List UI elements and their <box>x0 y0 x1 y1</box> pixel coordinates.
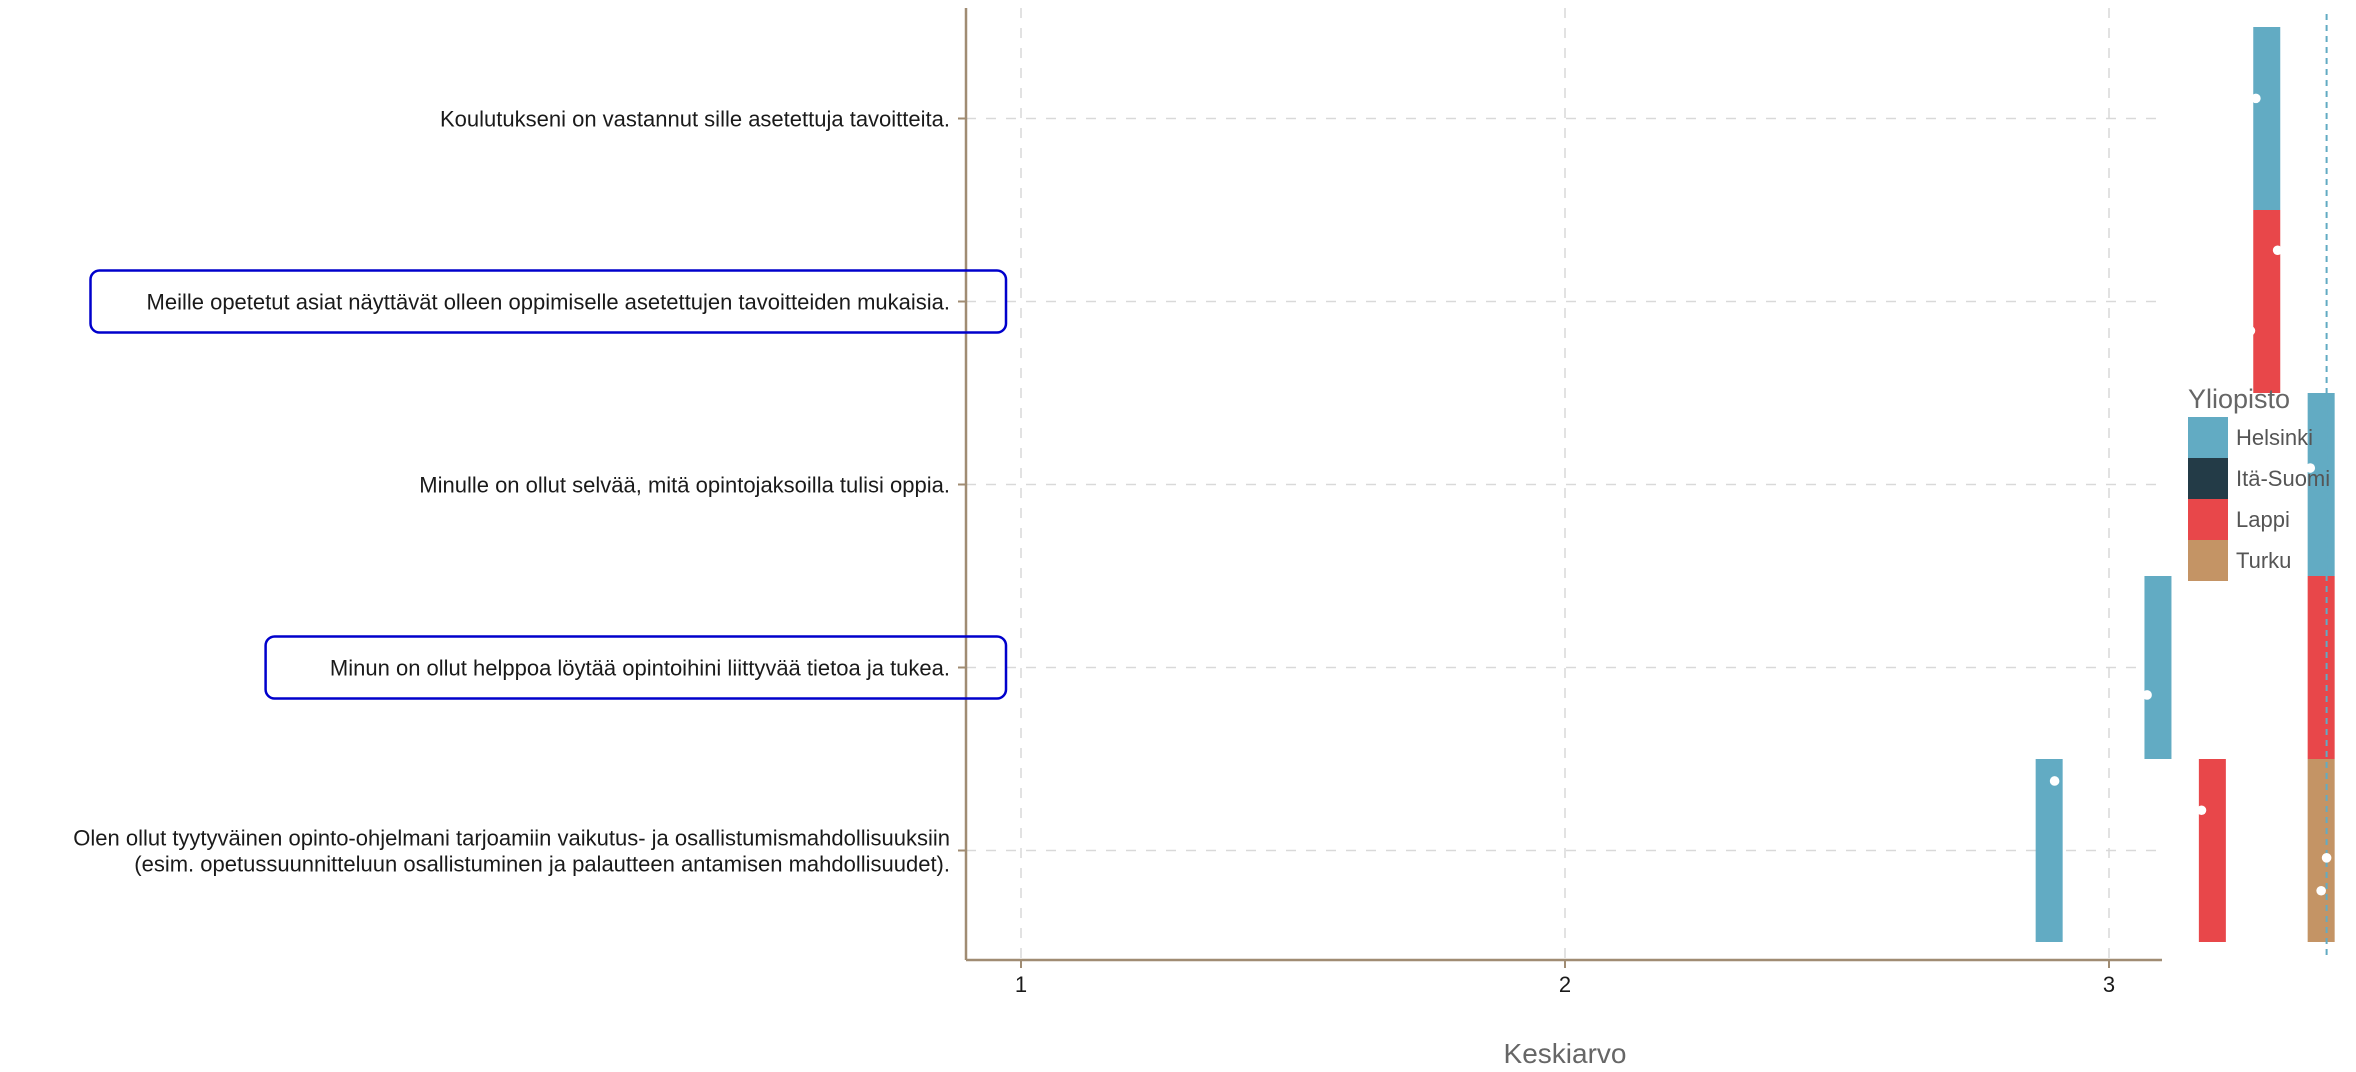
legend-label: Itä-Suomi <box>2236 466 2330 491</box>
x-tick-label: 2 <box>1559 972 1571 997</box>
data-point <box>2245 325 2256 336</box>
data-point <box>2142 690 2152 700</box>
category-label: Olen ollut tyytyväinen opinto-ohjelmani … <box>73 826 950 851</box>
legend-title: Yliopisto <box>2188 384 2290 414</box>
data-point <box>2316 885 2326 896</box>
x-tick-label: 3 <box>2103 972 2115 997</box>
data-point <box>2272 245 2283 256</box>
legend-swatch <box>2188 540 2228 581</box>
tile-lappi <box>2253 210 2281 393</box>
tile-lappi <box>2198 759 2226 942</box>
tile-helsinki <box>2035 759 2063 942</box>
tile-helsinki <box>2253 27 2281 210</box>
category-label: (esim. opetussuunnitteluun osallistumine… <box>134 852 950 877</box>
legend-swatch <box>2188 499 2228 540</box>
tile-helsinki <box>2307 393 2335 576</box>
highlight-box <box>264 635 1008 700</box>
highlight-box <box>89 269 1008 334</box>
legend-swatch <box>2188 417 2228 458</box>
tile-helsinki <box>2144 576 2172 759</box>
tile-turku <box>2307 759 2335 942</box>
data-point <box>2049 776 2060 786</box>
data-point <box>2305 463 2316 473</box>
tile-lappi <box>2307 576 2335 759</box>
data-point <box>2251 93 2261 104</box>
x-tick-label: 1 <box>1015 972 1027 997</box>
legend-label: Turku <box>2236 548 2291 573</box>
category-label: Minun on ollut helppoa löytää opintoihin… <box>330 656 950 681</box>
category-label: Meille opetetut asiat näyttävät olleen o… <box>147 290 950 315</box>
legend-swatch <box>2188 458 2228 499</box>
legend-label: Lappi <box>2236 507 2290 532</box>
category-label: Minulle on ollut selvää, mitä opintojaks… <box>419 473 950 498</box>
legend-label: Helsinki <box>2236 425 2313 450</box>
x-axis-title: Keskiarvo <box>1504 1038 1627 1067</box>
data-point <box>2321 853 2332 863</box>
data-point <box>2196 805 2207 816</box>
data-point <box>2338 732 2348 742</box>
category-label: Koulutukseni on vastannut sille asetettu… <box>440 107 950 132</box>
